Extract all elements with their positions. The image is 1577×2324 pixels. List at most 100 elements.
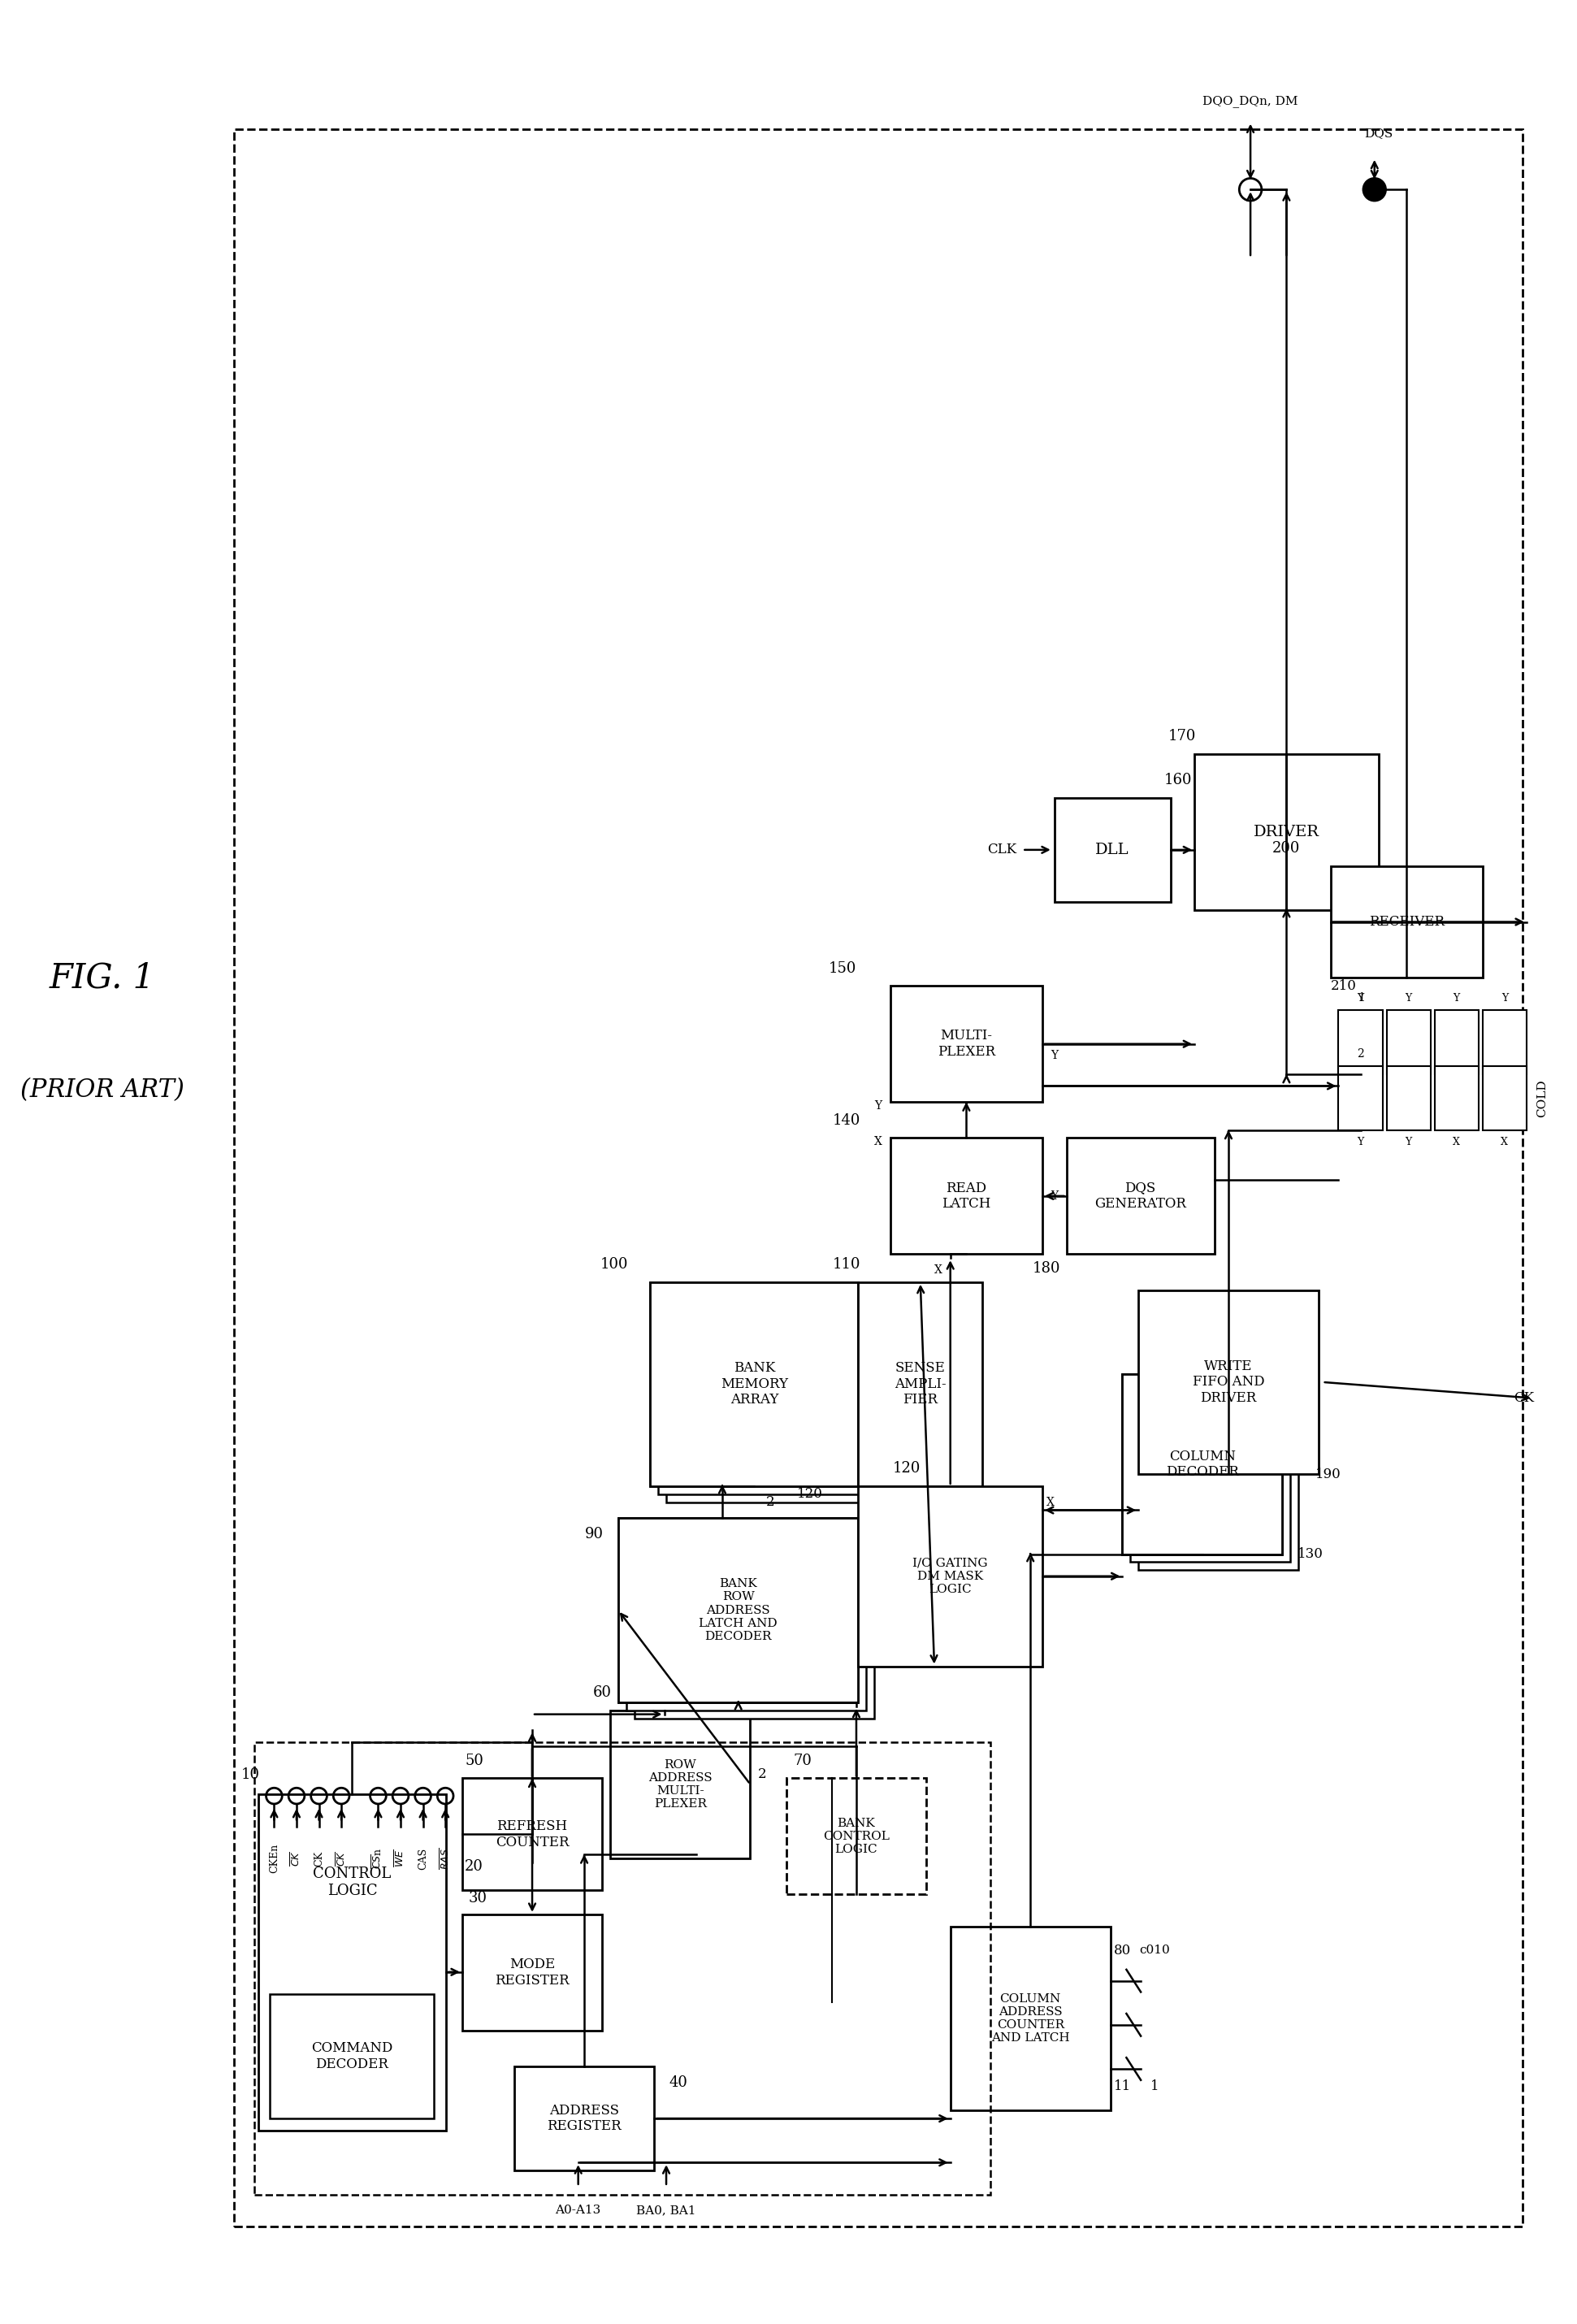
- Bar: [665, 1299, 874, 1501]
- Bar: [1139, 1390, 1298, 1571]
- Circle shape: [1363, 179, 1386, 200]
- Bar: [650, 1283, 858, 1485]
- Bar: [1482, 1067, 1527, 1129]
- Bar: [1339, 1011, 1383, 1074]
- Text: 160: 160: [1164, 774, 1192, 788]
- Text: READ
LATCH: READ LATCH: [941, 1181, 990, 1211]
- Text: CLK: CLK: [987, 844, 1017, 858]
- Bar: [1482, 1011, 1527, 1074]
- Text: BANK
ROW
ADDRESS
LATCH AND
DECODER: BANK ROW ADDRESS LATCH AND DECODER: [699, 1578, 777, 1643]
- Text: X: X: [874, 1136, 882, 1148]
- Text: $\overline{CS}$n: $\overline{CS}$n: [372, 1848, 385, 1868]
- Text: Y: Y: [1358, 992, 1364, 1004]
- Text: A0-A13: A0-A13: [555, 2205, 601, 2217]
- Text: RECEIVER: RECEIVER: [1369, 916, 1445, 930]
- Text: $\overline{CK}$: $\overline{CK}$: [334, 1850, 347, 1866]
- Text: FIG. 1: FIG. 1: [49, 960, 155, 995]
- Text: ADDRESS
REGISTER: ADDRESS REGISTER: [547, 2103, 621, 2133]
- Text: COMMAND
DECODER: COMMAND DECODER: [311, 2040, 393, 2071]
- Bar: [1055, 797, 1170, 902]
- Text: CK: CK: [314, 1850, 325, 1866]
- Text: 80: 80: [1113, 1943, 1131, 1957]
- Text: 120: 120: [893, 1462, 921, 1476]
- Text: 2: 2: [1356, 1048, 1364, 1060]
- Text: 140: 140: [833, 1113, 861, 1127]
- Text: 2: 2: [759, 1766, 766, 1780]
- Text: MODE
REGISTER: MODE REGISTER: [495, 1957, 569, 1987]
- Bar: [462, 1915, 602, 2031]
- Text: 100: 100: [601, 1257, 628, 1271]
- Bar: [858, 1283, 982, 1485]
- Bar: [514, 2066, 654, 2171]
- Text: 90: 90: [585, 1527, 604, 1541]
- Text: BA0, BA1: BA0, BA1: [637, 2205, 695, 2217]
- Bar: [1435, 1067, 1479, 1129]
- Bar: [618, 1518, 858, 1701]
- Text: X: X: [1452, 1136, 1460, 1148]
- Bar: [891, 1139, 1042, 1255]
- Text: CK: CK: [1514, 1392, 1534, 1406]
- Text: 210: 210: [1331, 978, 1356, 992]
- Text: SENSE
AMPLI-
FIER: SENSE AMPLI- FIER: [894, 1362, 946, 1406]
- Text: 50: 50: [465, 1752, 484, 1769]
- Bar: [1339, 1067, 1383, 1129]
- Text: CKEn: CKEn: [268, 1843, 279, 1873]
- Text: ROW
ADDRESS
MULTI-
PLEXER: ROW ADDRESS MULTI- PLEXER: [648, 1759, 713, 1810]
- Text: Y: Y: [1050, 1190, 1058, 1202]
- Text: 120: 120: [798, 1487, 823, 1501]
- Bar: [626, 1527, 866, 1710]
- Text: 110: 110: [833, 1257, 861, 1271]
- Text: Y: Y: [1405, 1136, 1411, 1148]
- Text: BANK
CONTROL
LOGIC: BANK CONTROL LOGIC: [823, 1817, 889, 1855]
- Text: 150: 150: [828, 962, 856, 976]
- Text: Y: Y: [1050, 1050, 1058, 1062]
- Bar: [254, 1743, 990, 2194]
- Text: X: X: [934, 1264, 943, 1276]
- Bar: [462, 1778, 602, 1889]
- Bar: [1194, 753, 1378, 911]
- Text: I/O GATING
DM MASK
LOGIC: I/O GATING DM MASK LOGIC: [913, 1557, 987, 1594]
- Text: DRIVER: DRIVER: [1254, 825, 1320, 839]
- Text: $\overline{RAS}$: $\overline{RAS}$: [438, 1848, 451, 1868]
- Text: 10: 10: [241, 1766, 260, 1783]
- Bar: [270, 1994, 434, 2119]
- Text: 30: 30: [468, 1892, 487, 1906]
- Text: $\overline{WE}$: $\overline{WE}$: [394, 1850, 407, 1868]
- Text: MULTI-
PLEXER: MULTI- PLEXER: [937, 1030, 995, 1060]
- Bar: [1386, 1067, 1430, 1129]
- Text: CAS: CAS: [418, 1848, 429, 1868]
- Text: CONTROL
LOGIC: CONTROL LOGIC: [314, 1866, 391, 1899]
- Text: Y: Y: [1405, 992, 1411, 1004]
- Bar: [658, 1290, 866, 1494]
- Text: c010: c010: [1139, 1945, 1170, 1957]
- Text: X: X: [1501, 1136, 1508, 1148]
- Bar: [1386, 1011, 1430, 1074]
- Text: DQO_DQn, DM: DQO_DQn, DM: [1203, 95, 1298, 107]
- Bar: [1123, 1373, 1282, 1555]
- Bar: [618, 1518, 858, 1701]
- Text: COLUMN
ADDRESS
COUNTER
AND LATCH: COLUMN ADDRESS COUNTER AND LATCH: [990, 1994, 1069, 2043]
- Bar: [787, 1778, 926, 1894]
- Text: BANK
MEMORY
ARRAY: BANK MEMORY ARRAY: [721, 1362, 788, 1406]
- Bar: [1123, 1373, 1282, 1555]
- Text: $\overline{CK}$: $\overline{CK}$: [290, 1850, 303, 1866]
- Text: DLL: DLL: [1096, 844, 1129, 858]
- Text: 2: 2: [766, 1494, 774, 1508]
- Text: COLD: COLD: [1538, 1078, 1549, 1118]
- Bar: [858, 1485, 1042, 1666]
- Text: DQS: DQS: [1364, 128, 1392, 139]
- Bar: [1139, 1290, 1318, 1473]
- Text: 130: 130: [1298, 1548, 1323, 1562]
- Bar: [634, 1534, 874, 1717]
- Bar: [259, 1794, 446, 2131]
- Text: 190: 190: [1315, 1466, 1340, 1480]
- Text: 170: 170: [1169, 730, 1197, 744]
- Text: 180: 180: [1033, 1262, 1060, 1276]
- Bar: [891, 985, 1042, 1102]
- Text: 200: 200: [1273, 841, 1301, 855]
- Text: WRITE
FIFO AND
DRIVER: WRITE FIFO AND DRIVER: [1192, 1360, 1265, 1406]
- Text: 60: 60: [593, 1685, 612, 1699]
- Bar: [650, 1283, 858, 1485]
- Text: DQS
GENERATOR: DQS GENERATOR: [1094, 1181, 1186, 1211]
- Text: 1: 1: [1150, 2080, 1159, 2094]
